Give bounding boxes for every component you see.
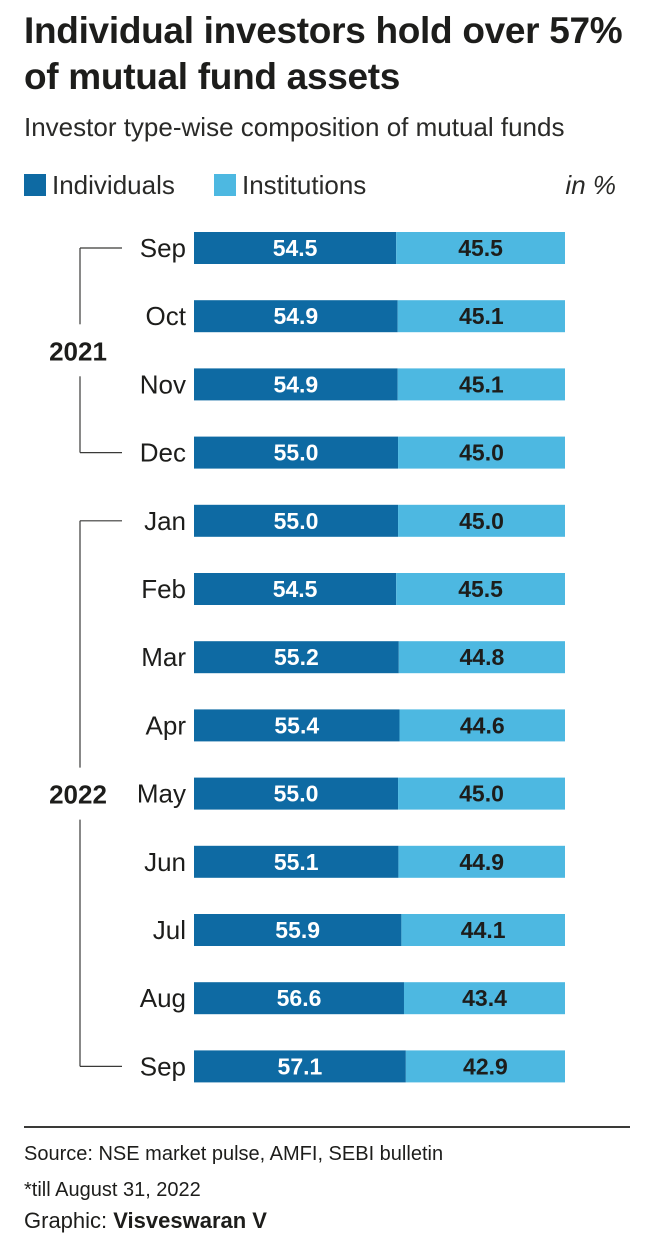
data-label-institutions: 45.1 (459, 303, 504, 329)
month-tick-label: Aug (140, 983, 186, 1013)
bar-institutions (398, 777, 565, 810)
unit-label: in % (565, 170, 616, 200)
bar-institutions (397, 368, 565, 401)
data-label-individuals: 55.0 (274, 440, 319, 466)
bar-individuals (194, 982, 404, 1015)
month-tick-label: Nov (140, 369, 186, 399)
bar-individuals (194, 641, 399, 674)
bar-individuals (194, 914, 402, 946)
month-tick-label: Oct (146, 301, 187, 331)
month-tick-label: Jun (144, 847, 186, 877)
bar-individuals (194, 777, 399, 810)
bar-individuals (194, 504, 399, 537)
data-label-individuals: 54.9 (273, 303, 318, 329)
month-tick-label: Apr (146, 710, 187, 740)
data-label-institutions: 45.1 (459, 371, 504, 397)
data-label-individuals: 56.6 (277, 985, 322, 1011)
bar-row: 57.1 42.9 Sep (140, 1050, 565, 1083)
data-label-individuals: 55.0 (274, 508, 319, 534)
bar-row: 55.0 45.0 Dec (140, 436, 565, 469)
data-label-individuals: 55.2 (274, 644, 319, 670)
bar-row: 55.0 45.0 Jan (144, 504, 565, 537)
bar-institutions (398, 436, 565, 469)
bar-institutions (396, 232, 565, 264)
graphic-credit: Graphic: Visveswaran V (24, 1206, 267, 1236)
data-label-individuals: 55.4 (274, 712, 319, 738)
month-tick-label: May (137, 779, 186, 809)
bar-row: 55.0 45.0 May (137, 777, 565, 810)
legend-label-individuals: Individuals (52, 169, 175, 200)
data-label-institutions: 45.0 (459, 440, 504, 466)
data-label-institutions: 44.1 (461, 917, 506, 943)
data-label-individuals: 54.5 (273, 235, 318, 261)
bar-row: 55.4 44.6 Apr (146, 709, 565, 742)
data-label-institutions: 44.6 (460, 712, 505, 738)
chart-subtitle: Investor type-wise composition of mutual… (24, 112, 565, 142)
footer-divider (24, 1126, 630, 1128)
bar-individuals (194, 436, 399, 469)
bar-institutions (397, 300, 565, 333)
credit-prefix: Graphic: (24, 1208, 114, 1233)
bar-institutions (398, 641, 565, 674)
bar-individuals (194, 232, 397, 264)
footnote: *till August 31, 2022 (24, 1179, 201, 1201)
bar-row: 55.1 44.9 Jun (144, 845, 565, 878)
bar-individuals (194, 573, 397, 605)
data-label-individuals: 55.1 (274, 849, 319, 875)
year-label: 2022 (49, 780, 107, 810)
bar-individuals (194, 368, 398, 401)
credit-name: Visveswaran V (113, 1208, 267, 1233)
bar-individuals (194, 300, 398, 333)
bar-institutions (399, 709, 565, 742)
bar-row: 54.5 45.5 Sep (140, 232, 565, 264)
bar-individuals (194, 845, 399, 878)
legend-item-institutions: Institutions (214, 168, 366, 202)
legend-item-individuals: Individuals (24, 168, 175, 202)
bar-institutions (403, 982, 565, 1015)
month-tick-label: Jan (144, 506, 186, 536)
bar-row: 56.6 43.4 Aug (140, 982, 565, 1015)
data-label-individuals: 57.1 (278, 1053, 323, 1079)
bar-institutions (396, 573, 565, 605)
bar-row: 55.9 44.1 Jul (153, 914, 565, 946)
bar-individuals (194, 1050, 406, 1083)
bar-row: 54.9 45.1 Nov (140, 368, 565, 401)
month-tick-label: Dec (140, 438, 186, 468)
data-label-institutions: 45.5 (458, 576, 503, 602)
year-label: 2021 (49, 336, 107, 366)
bar-institutions (405, 1050, 565, 1083)
month-tick-label: Mar (141, 642, 186, 672)
data-label-institutions: 44.9 (459, 849, 504, 875)
year-bracket: 2021 (49, 247, 122, 454)
data-label-institutions: 45.0 (459, 781, 504, 807)
data-label-institutions: 45.0 (459, 508, 504, 534)
data-label-institutions: 42.9 (463, 1053, 508, 1079)
legend-label-institutions: Institutions (242, 169, 367, 200)
data-label-institutions: 44.8 (460, 644, 505, 670)
source-text: Source: NSE market pulse, AMFI, SEBI bul… (24, 1143, 444, 1165)
bar-row: 55.2 44.8 Mar (141, 641, 565, 674)
data-label-institutions: 45.5 (458, 235, 503, 261)
bar-institutions (398, 845, 565, 878)
legend: Individuals Institutions in % (24, 168, 624, 202)
data-label-institutions: 43.4 (462, 985, 507, 1011)
bar-individuals (194, 709, 400, 742)
chart-title: Individual investors hold over 57% of mu… (24, 10, 623, 97)
bar-row: 54.5 45.5 Feb (141, 573, 565, 605)
legend-swatch-institutions (214, 174, 236, 196)
bar-institutions (398, 504, 565, 537)
legend-swatch-individuals (24, 174, 46, 196)
month-tick-label: Sep (140, 1051, 186, 1081)
data-label-individuals: 54.9 (273, 371, 318, 397)
month-tick-label: Feb (141, 574, 186, 604)
month-tick-label: Sep (140, 233, 186, 263)
month-tick-label: Jul (153, 915, 186, 945)
year-bracket: 2022 (49, 520, 122, 1068)
bar-row: 54.9 45.1 Oct (146, 300, 565, 333)
data-label-individuals: 55.0 (274, 781, 319, 807)
bar-institutions (401, 914, 565, 946)
data-label-individuals: 55.9 (275, 917, 320, 943)
stacked-bar-chart: 54.5 45.5 Sep 54.9 45.1 Oct 54.9 45.1 Nov 55.0 45.… (49, 232, 565, 1083)
data-label-individuals: 54.5 (273, 576, 318, 602)
